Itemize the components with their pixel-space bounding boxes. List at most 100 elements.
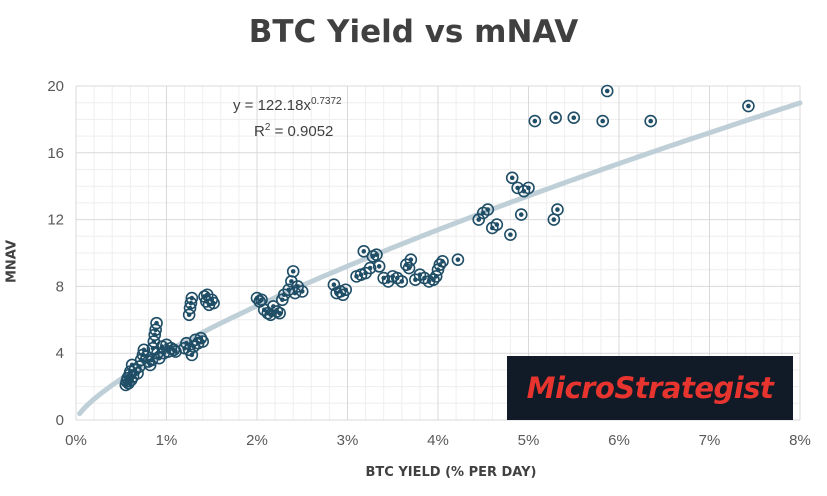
data-point-ring	[264, 308, 277, 322]
data-point-ring	[196, 335, 209, 348]
data-point-ring	[339, 283, 352, 297]
x-tick-label: 4%	[427, 432, 449, 449]
data-point	[327, 278, 341, 292]
data-point	[644, 114, 657, 128]
data-point-ring	[137, 343, 151, 357]
data-point-ring	[150, 316, 163, 330]
data-point-dot	[277, 310, 282, 316]
y-axis-ticks: 0 4 8 12 16 20	[47, 78, 64, 429]
data-point	[551, 203, 564, 216]
data-point-dot	[555, 207, 560, 212]
data-point-dot	[289, 279, 294, 284]
data-point	[481, 203, 495, 216]
data-point-ring	[286, 265, 300, 278]
data-point-dot	[200, 339, 205, 344]
data-points	[119, 84, 755, 392]
x-tick-label: 1%	[156, 432, 178, 449]
data-point-ring	[528, 114, 542, 128]
data-point	[207, 296, 220, 310]
data-point-dot	[600, 118, 606, 124]
data-point-ring	[644, 114, 657, 128]
data-point-dot	[455, 257, 461, 262]
data-point-ring	[472, 213, 486, 226]
x-tick-label: 0%	[65, 432, 87, 449]
data-point-dot	[553, 115, 558, 121]
data-point-dot	[406, 265, 412, 271]
data-point	[372, 260, 386, 273]
data-point-ring	[433, 258, 447, 271]
r2-label: R	[254, 123, 265, 140]
y-tick-label: 20	[47, 78, 64, 95]
data-point	[370, 248, 383, 261]
data-point	[339, 283, 352, 297]
data-point-ring	[395, 275, 409, 288]
r2-value: = 0.9052	[270, 123, 334, 140]
data-point	[514, 208, 528, 221]
data-point-dot	[299, 289, 305, 294]
data-point-ring	[481, 203, 495, 216]
equation-base: y = 122.18x	[233, 97, 311, 114]
data-point	[436, 255, 449, 268]
data-point-dot	[361, 249, 367, 254]
data-point	[472, 213, 486, 226]
data-point-ring	[451, 253, 465, 266]
data-point-ring	[551, 203, 564, 216]
data-point-dot	[189, 295, 195, 301]
data-point	[528, 114, 542, 128]
data-point-ring	[567, 111, 581, 125]
data-point-ring	[490, 218, 504, 231]
data-point-dot	[508, 232, 513, 237]
x-tick-label: 6%	[608, 432, 630, 449]
data-point-dot	[440, 259, 445, 264]
data-point-ring	[600, 84, 614, 98]
data-point-dot	[189, 352, 195, 358]
data-point-ring	[185, 348, 199, 362]
data-point-dot	[746, 103, 751, 109]
data-point	[451, 253, 465, 266]
x-tick-label: 5%	[518, 432, 540, 449]
data-point	[185, 291, 199, 305]
data-point-ring	[207, 296, 220, 310]
x-tick-label: 3%	[337, 432, 359, 449]
data-point	[402, 261, 416, 275]
data-point-dot	[408, 257, 414, 262]
y-axis-label: MNAV	[4, 239, 20, 284]
x-tick-label: 8%	[789, 432, 811, 449]
data-point-ring	[295, 285, 309, 298]
r2-exponent: 2	[264, 122, 271, 133]
data-point	[490, 218, 504, 231]
x-axis-ticks: 0% 1% 2% 3% 4% 5% 6% 7% 8%	[65, 432, 811, 449]
data-point	[404, 253, 418, 266]
data-point-ring	[327, 278, 341, 292]
data-point-dot	[648, 118, 653, 124]
data-point-ring	[288, 286, 302, 300]
data-point	[150, 316, 163, 330]
data-point-ring	[273, 306, 286, 320]
brand-logo: MicroStrategist	[507, 356, 793, 420]
chart-title: BTC Yield vs mNAV	[248, 14, 579, 50]
data-point-dot	[571, 115, 577, 121]
data-point	[567, 111, 581, 125]
data-point-dot	[331, 282, 337, 288]
trendline-equation: y = 122.18x0.7372	[233, 96, 342, 114]
data-point-ring	[436, 255, 449, 268]
data-point-ring	[185, 291, 199, 305]
data-point	[504, 228, 517, 241]
data-point	[286, 265, 300, 278]
data-point-dot	[173, 349, 178, 354]
data-point	[196, 335, 209, 348]
data-point	[742, 99, 755, 113]
data-point-ring	[505, 171, 519, 185]
data-point-dot	[374, 252, 379, 257]
data-point-dot	[532, 118, 538, 124]
data-point-ring	[514, 208, 528, 221]
x-tick-label: 7%	[699, 432, 721, 449]
data-point-dot	[399, 279, 405, 284]
x-tick-label: 2%	[246, 432, 268, 449]
data-point-dot	[476, 217, 482, 222]
data-point-dot	[367, 265, 373, 271]
data-point-ring	[370, 248, 383, 261]
data-point-ring	[596, 114, 610, 128]
data-point	[295, 285, 309, 298]
data-point	[395, 275, 409, 288]
